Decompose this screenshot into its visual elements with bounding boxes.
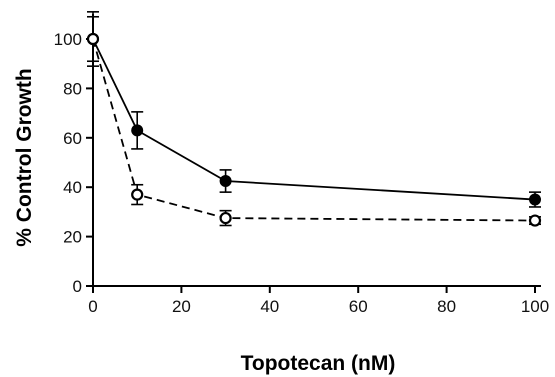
data-point	[219, 175, 232, 188]
y-ticks: 0 20 40 60 80 100	[54, 30, 93, 296]
y-tick-label: 100	[54, 30, 82, 49]
y-tick-label: 20	[63, 228, 82, 247]
x-tick-label: 0	[88, 297, 97, 316]
data-point	[528, 214, 542, 227]
x-ticks: 0 20 40 60 80 100	[88, 286, 549, 316]
series-line	[92, 38, 536, 201]
data-point	[86, 32, 100, 46]
y-axis-title: % Control Growth	[13, 68, 36, 246]
x-tick-label: 60	[349, 297, 368, 316]
y-tick-label: 80	[63, 79, 82, 98]
data-point	[529, 193, 541, 206]
x-tick-label: 20	[172, 297, 191, 316]
data-point	[219, 211, 232, 225]
series-layer	[86, 11, 542, 227]
y-tick-label: 0	[73, 277, 82, 296]
x-tick-label: 100	[521, 297, 549, 316]
data-point	[131, 188, 144, 201]
y-tick-label: 40	[63, 178, 82, 197]
series-2	[86, 11, 542, 227]
x-tick-label: 80	[437, 297, 456, 316]
x-axis-title: Topotecan (nM)	[241, 352, 396, 375]
x-tick-label: 40	[260, 297, 279, 316]
series-line	[92, 38, 536, 222]
axes	[92, 14, 541, 287]
data-point	[131, 124, 144, 137]
series-1	[87, 15, 541, 208]
y-tick-label: 60	[63, 129, 82, 148]
